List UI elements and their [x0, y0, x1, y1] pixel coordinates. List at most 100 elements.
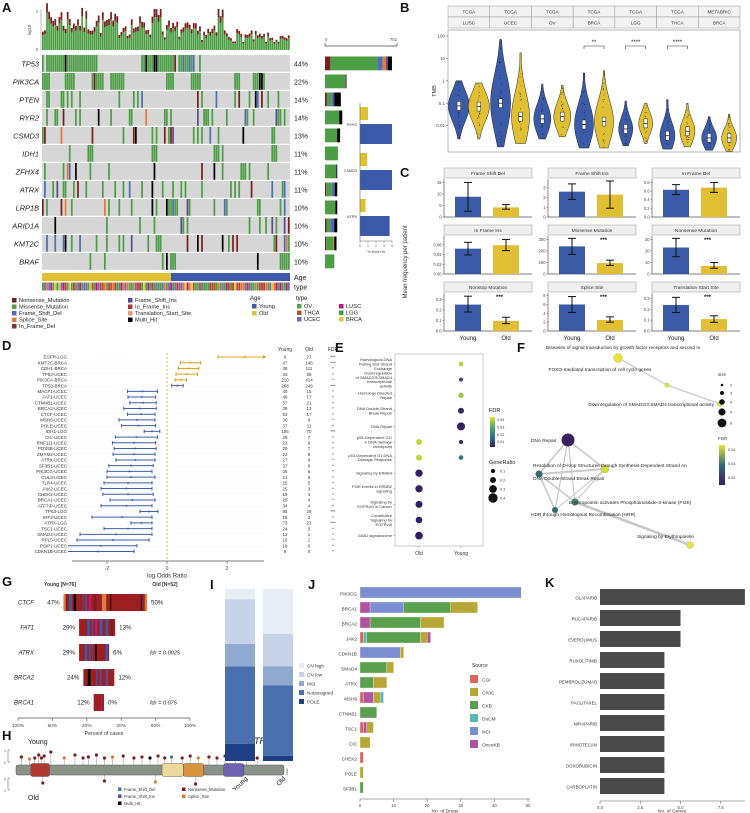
svg-text:*: *	[332, 469, 334, 474]
svg-text:1: 1	[4, 789, 6, 793]
svg-text:0.3: 0.3	[500, 488, 505, 492]
svg-text:Nonstop Mutation: Nonstop Mutation	[469, 285, 508, 291]
svg-text:Young: Young	[668, 336, 685, 342]
svg-text:33: 33	[283, 372, 288, 377]
svg-text:***: ***	[330, 360, 335, 365]
svg-text:50: 50	[526, 803, 531, 808]
svg-text:Signaling by: Signaling by	[370, 500, 392, 505]
svg-text:0.02: 0.02	[434, 262, 443, 267]
svg-text:Splice Site: Splice Site	[580, 285, 603, 291]
svg-text:In_Frame_Ins: In_Frame_Ins	[135, 305, 170, 311]
svg-text:*: *	[332, 498, 334, 503]
svg-text:LUSC: LUSC	[346, 304, 361, 310]
svg-text:37: 37	[283, 423, 288, 428]
svg-text:8: 8	[308, 452, 311, 457]
svg-text:BRCA2: BRCA2	[342, 622, 358, 627]
svg-text:23: 23	[283, 441, 288, 446]
panel-i-stacked-chart: Young Old CN high CN low MSI Notassigned POLE	[225, 589, 333, 793]
svg-text:***: ***	[496, 295, 504, 301]
svg-text:Young: Young	[454, 551, 468, 557]
svg-text:0.06: 0.06	[434, 242, 443, 247]
svg-text:CARBOPLATIN: CARBOPLATIN	[566, 785, 597, 790]
panel-k-genes-chart: OLAPARIB RUCAPARIB EVEROLIMUS RUXOLITINIB PE…	[559, 589, 745, 813]
svg-text:Diseases of signal transductio: Diseases of signal transduction by growt…	[546, 345, 701, 351]
svg-text:46: 46	[283, 395, 288, 400]
svg-text:DNA Double-Strand Break Repair: DNA Double-Strand Break Repair	[533, 476, 605, 482]
svg-text:Frame_Shift_Ins: Frame_Shift_Ins	[124, 794, 155, 799]
svg-text:*: *	[332, 418, 334, 423]
svg-text:ZFHX4: ZFHX4	[15, 168, 39, 177]
svg-text:10%: 10%	[294, 224, 308, 231]
svg-text:BRCA2-UCEC: BRCA2-UCEC	[38, 406, 68, 411]
svg-text:HDR through Homologous Recombi: HDR through Homologous Recombination (HR…	[531, 512, 636, 518]
svg-text:JAK2: JAK2	[346, 637, 357, 642]
svg-text:246: 246	[305, 383, 313, 388]
svg-text:*: *	[332, 406, 334, 411]
svg-text:10: 10	[645, 260, 650, 265]
svg-text:25: 25	[283, 435, 288, 440]
svg-text:20: 20	[645, 248, 650, 253]
svg-text:OV: OV	[304, 304, 312, 310]
svg-text:100: 100	[539, 260, 547, 265]
svg-text:***: ***	[330, 429, 335, 434]
svg-text:KMT2C-BRCA: KMT2C-BRCA	[38, 360, 67, 365]
svg-text:Age: Age	[250, 296, 261, 302]
svg-text:9: 9	[308, 418, 311, 423]
svg-text:*: *	[332, 400, 334, 405]
svg-text:9: 9	[308, 458, 311, 463]
svg-text:24%: 24%	[67, 675, 80, 682]
svg-text:5: 5	[730, 411, 732, 415]
svg-text:Frame_Shift_Ins: Frame_Shift_Ins	[135, 298, 177, 304]
svg-text:CTNNB1-UCEC: CTNNB1-UCEC	[35, 400, 68, 405]
svg-text:Homology Directed: Homology Directed	[358, 390, 392, 395]
svg-text:Source: Source	[472, 663, 488, 669]
svg-text:6: 6	[543, 302, 546, 307]
svg-text:0.03: 0.03	[728, 462, 735, 466]
svg-text:Signaling by: Signaling by	[370, 517, 392, 522]
svg-text:BRCA: BRCA	[346, 317, 362, 323]
panel-i: I Young Old CN high CN low MSI Notassigned POL…	[205, 575, 345, 813]
svg-text:POLE: POLE	[307, 700, 320, 705]
svg-text:CHEK2: CHEK2	[342, 757, 358, 762]
svg-text:CDKN1B-UCEC: CDKN1B-UCEC	[34, 549, 67, 554]
svg-text:11: 11	[307, 423, 312, 428]
panel-c-label: C	[400, 165, 410, 180]
svg-text:of SMAD2/3:SMAD4: of SMAD2/3:SMAD4	[356, 375, 393, 380]
svg-text:RPL5-UCEC: RPL5-UCEC	[41, 538, 67, 543]
svg-text:8: 8	[543, 293, 546, 298]
svg-text:*: *	[332, 389, 334, 394]
svg-text:100: 100	[437, 34, 445, 39]
svg-text:LGG: LGG	[631, 21, 641, 26]
svg-text:Missense_Mutation: Missense_Mutation	[19, 305, 68, 311]
svg-text:37: 37	[283, 463, 288, 468]
svg-text:*: *	[332, 378, 334, 383]
svg-text:Downregulation: Downregulation	[364, 370, 392, 375]
svg-text:Young: Young	[460, 336, 477, 342]
svg-text:10: 10	[437, 191, 442, 196]
svg-text:signaling: signaling	[376, 488, 392, 493]
svg-text:268: 268	[281, 383, 289, 388]
svg-text:15: 15	[283, 515, 288, 520]
svg-text:Old: Old	[415, 551, 423, 557]
svg-text:CN high: CN high	[307, 664, 324, 669]
svg-text:Old [N=52]: Old [N=52]	[152, 582, 177, 588]
svg-text:10%: 10%	[294, 206, 308, 213]
svg-text:OV: OV	[549, 21, 557, 26]
svg-text:0.8: 0.8	[644, 180, 650, 185]
svg-text:Nonsense_Mutation: Nonsense_Mutation	[19, 298, 70, 304]
panel-a-label: A	[2, 0, 12, 15]
svg-text:Downregulation of SMAD2/3:SMAD: Downregulation of SMAD2/3:SMAD4 transcri…	[588, 402, 714, 408]
svg-text:10%: 10%	[294, 242, 308, 249]
svg-text:0.0: 0.0	[644, 329, 650, 334]
svg-text:0: 0	[166, 566, 169, 572]
svg-text:73: 73	[283, 521, 288, 526]
svg-text:NCI: NCI	[482, 730, 490, 736]
svg-text:fdr = 0.0025: fdr = 0.0025	[150, 651, 181, 657]
svg-text:60%: 60%	[48, 723, 58, 729]
svg-text:TCGA: TCGA	[462, 10, 476, 15]
svg-text:CDKN1B: CDKN1B	[338, 652, 357, 657]
svg-text:****: ****	[631, 40, 641, 46]
svg-text:% Mult-Hit: % Mult-Hit	[367, 250, 385, 254]
svg-text:THCA: THCA	[671, 21, 684, 26]
